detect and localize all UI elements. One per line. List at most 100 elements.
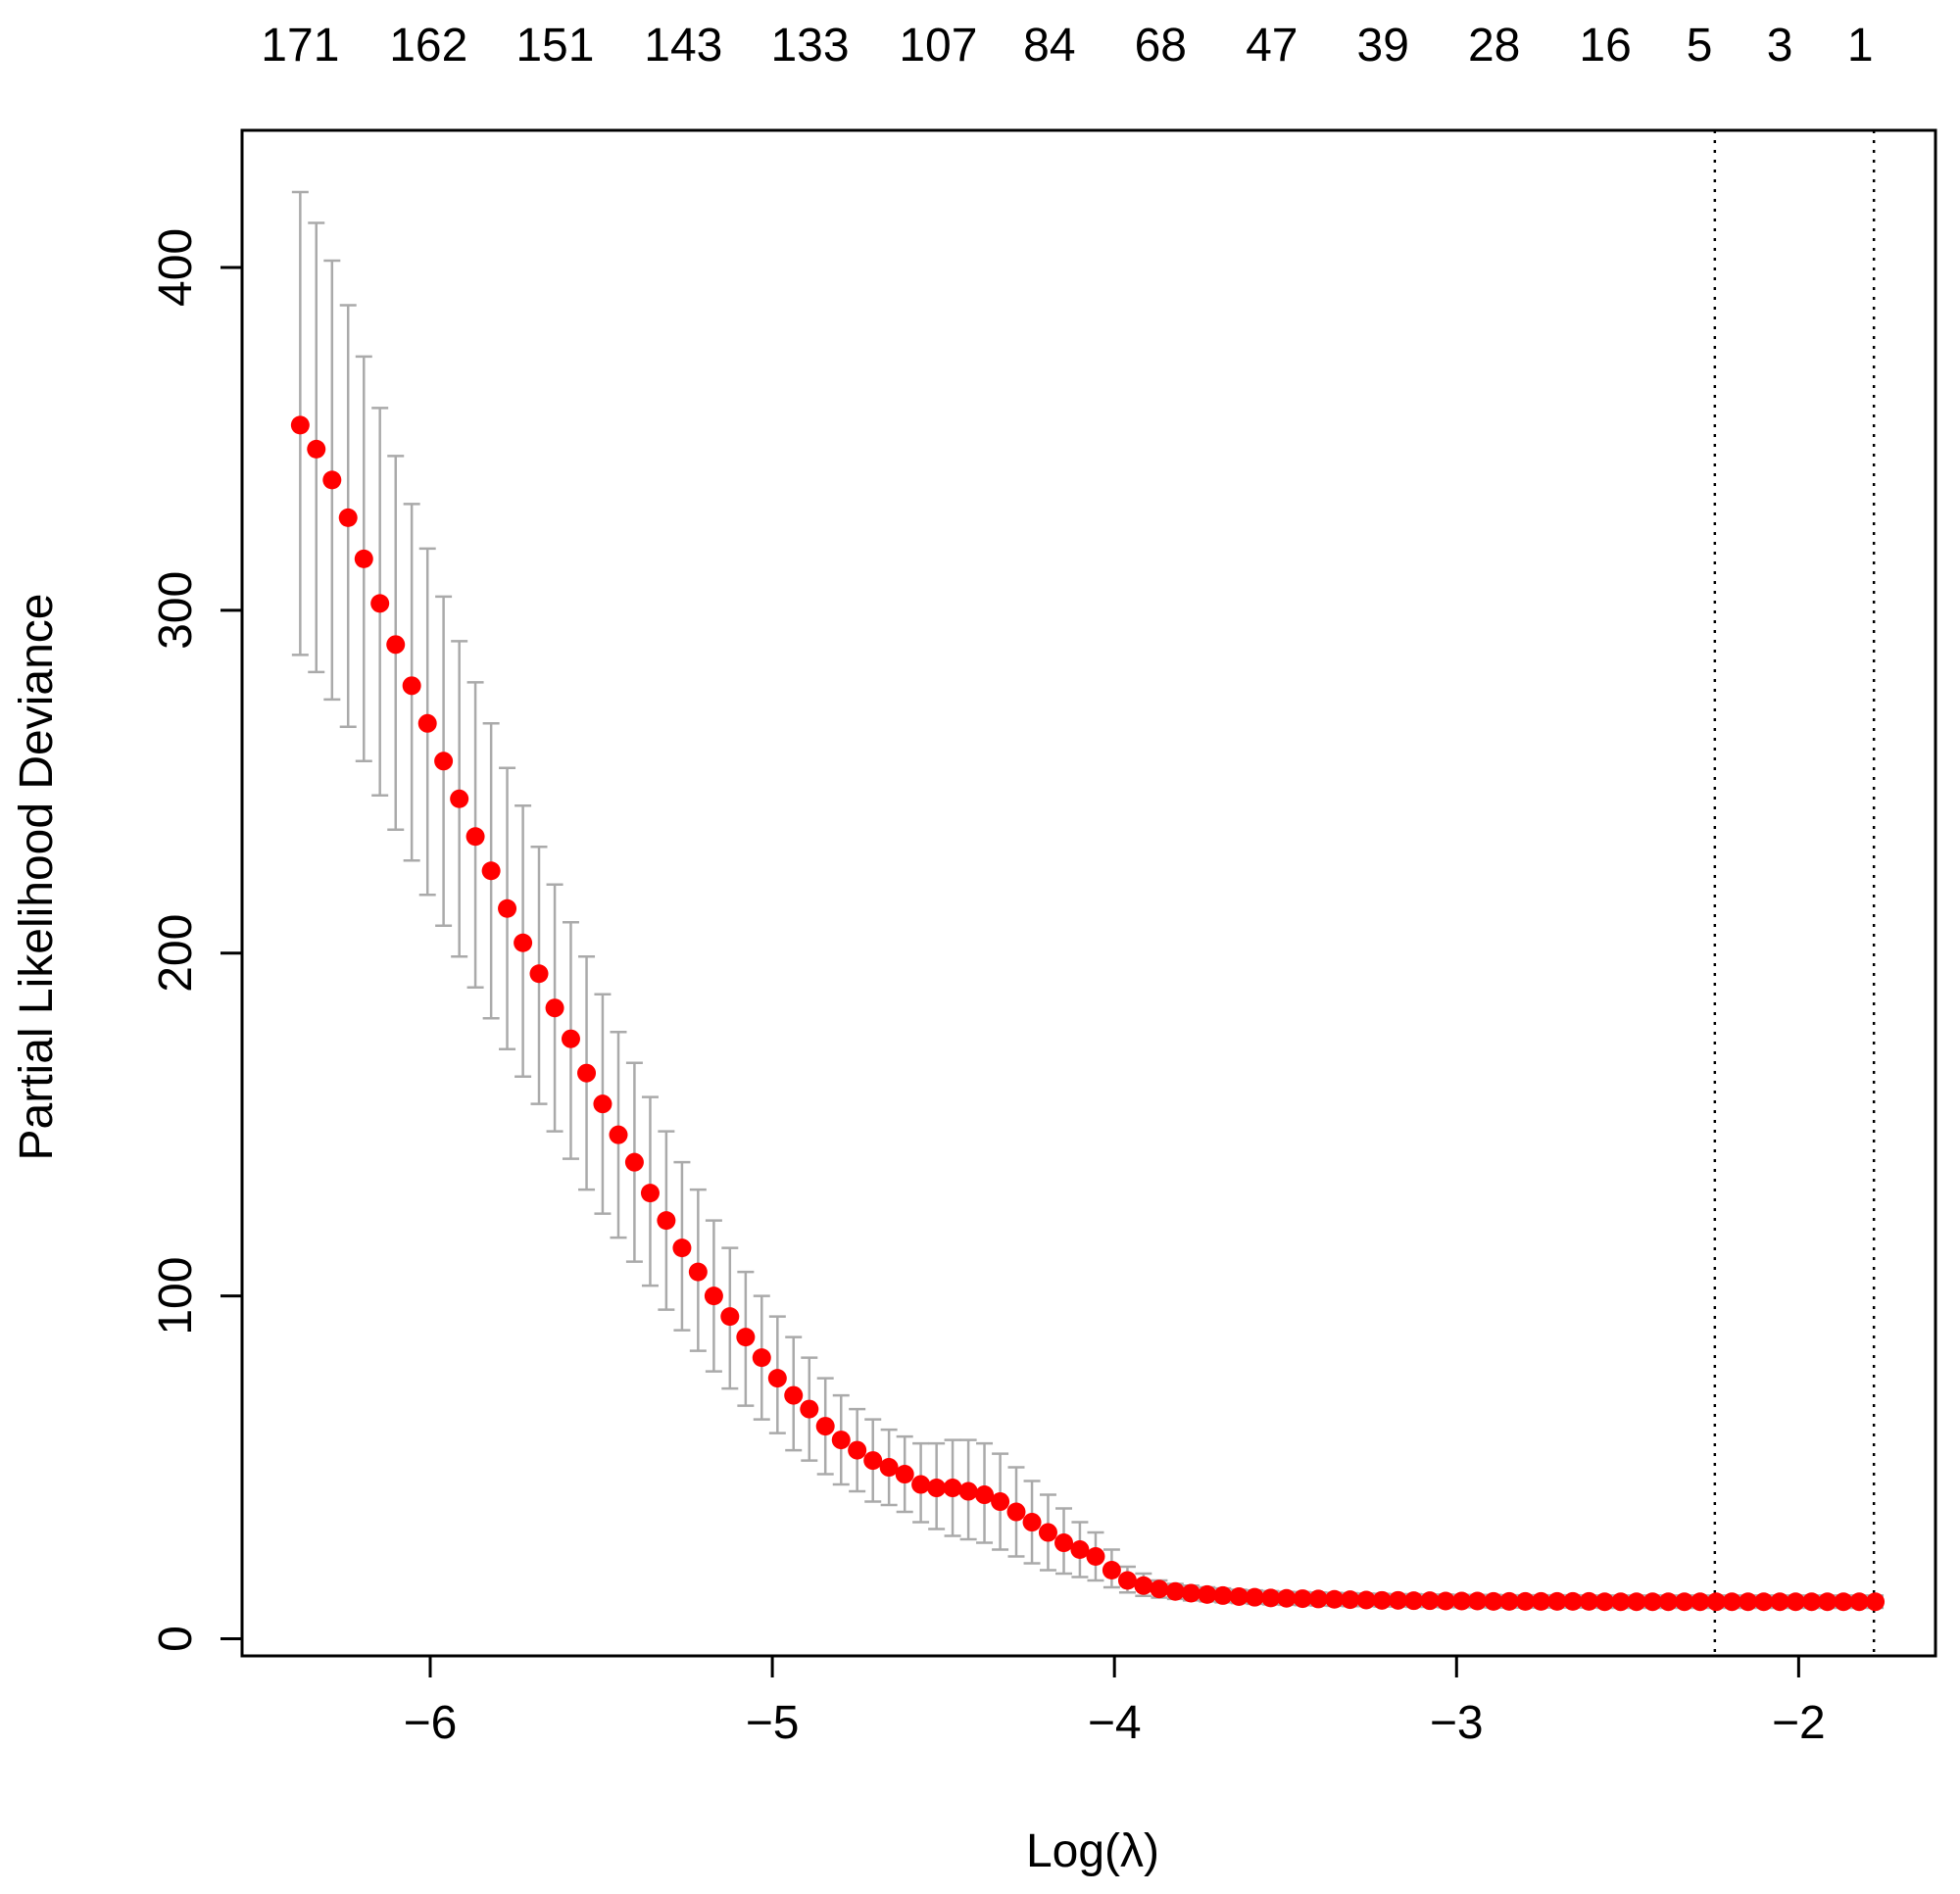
x-axis: −6 −5 −4 −3 −2 [404, 1654, 1826, 1749]
data-point [1086, 1547, 1105, 1567]
data-point [1356, 1590, 1376, 1610]
vlines-layer [1713, 130, 1876, 1656]
data-point [1706, 1592, 1726, 1612]
data-point [1627, 1592, 1646, 1612]
data-point [290, 415, 310, 435]
data-point [1739, 1592, 1758, 1612]
data-point [815, 1417, 835, 1436]
data-point [895, 1465, 914, 1484]
data-point [561, 1029, 580, 1048]
data-point [1325, 1589, 1345, 1609]
data-point [863, 1451, 883, 1471]
data-point [1134, 1576, 1153, 1595]
x-tick-label: −5 [746, 1697, 800, 1749]
data-point [1420, 1591, 1440, 1611]
data-point [640, 1184, 660, 1203]
top-count-label: 133 [770, 20, 849, 72]
data-point [1054, 1533, 1074, 1553]
data-point [354, 549, 373, 568]
data-point [752, 1348, 771, 1368]
data-point [498, 898, 517, 918]
data-point [1468, 1591, 1488, 1611]
data-point [1802, 1592, 1822, 1612]
data-point [1866, 1592, 1886, 1612]
top-count-label: 107 [899, 20, 977, 72]
data-point [1658, 1592, 1678, 1612]
x-tick-label: −2 [1772, 1697, 1826, 1749]
data-point [577, 1063, 597, 1083]
y-axis: 0 100 200 300 400 [150, 228, 244, 1652]
data-point [1117, 1571, 1137, 1590]
data-point [593, 1094, 612, 1114]
data-point [1341, 1590, 1360, 1610]
data-point [1642, 1592, 1662, 1612]
data-point [1499, 1591, 1519, 1611]
data-point [720, 1307, 740, 1327]
data-point [386, 635, 406, 655]
data-point [1308, 1589, 1328, 1609]
data-point [1261, 1588, 1281, 1608]
data-point [1198, 1584, 1217, 1604]
y-axis-title: Partial Likelihood Deviance [11, 594, 63, 1161]
plot-frame [240, 128, 1937, 1658]
data-point [1579, 1591, 1598, 1611]
errorbars-layer [291, 190, 1885, 1610]
data-point [657, 1211, 676, 1231]
data-point [831, 1431, 851, 1450]
data-point [1515, 1591, 1535, 1611]
data-point [1213, 1585, 1233, 1605]
data-point [1229, 1586, 1249, 1606]
data-point [767, 1369, 787, 1388]
data-point [1834, 1592, 1853, 1612]
data-point [624, 1152, 644, 1172]
data-point [800, 1399, 819, 1419]
top-count-label: 5 [1687, 20, 1713, 72]
y-tick-label: 300 [150, 571, 202, 650]
data-point [1611, 1592, 1631, 1612]
y-tick-label: 400 [150, 228, 202, 307]
data-point [943, 1479, 962, 1498]
data-point [466, 827, 485, 847]
data-point [1404, 1591, 1424, 1611]
data-point [958, 1481, 978, 1501]
data-point [1690, 1592, 1710, 1612]
data-point [402, 676, 421, 696]
data-point [1038, 1523, 1057, 1542]
data-point [1547, 1591, 1567, 1611]
x-tick-label: −4 [1088, 1697, 1142, 1749]
data-point [1770, 1592, 1789, 1612]
data-point [1563, 1591, 1583, 1611]
top-count-label: 28 [1468, 20, 1520, 72]
data-point [1754, 1592, 1774, 1612]
top-axis-labels: 171 162 151 143 133 107 84 68 47 39 28 16 5 3 1 [261, 20, 1873, 72]
data-point [417, 713, 437, 733]
data-point [927, 1479, 947, 1498]
data-point [1293, 1589, 1312, 1609]
data-point [609, 1125, 628, 1144]
data-point [1102, 1561, 1121, 1580]
data-point [1484, 1591, 1503, 1611]
data-point [1675, 1592, 1694, 1612]
data-point [1436, 1591, 1455, 1611]
data-point [1165, 1581, 1185, 1601]
data-point [338, 508, 358, 527]
data-point [704, 1287, 723, 1306]
y-tick-label: 100 [150, 1257, 202, 1336]
data-point [1531, 1591, 1550, 1611]
data-point [1594, 1592, 1614, 1612]
x-tick-label: −6 [404, 1697, 458, 1749]
data-point [1006, 1502, 1026, 1522]
data-point [975, 1485, 995, 1505]
y-tick-label: 0 [150, 1626, 202, 1652]
data-point [545, 998, 564, 1018]
top-count-label: 171 [261, 20, 339, 72]
y-tick-label: 200 [150, 914, 202, 993]
top-count-label: 68 [1135, 20, 1187, 72]
data-point [1372, 1590, 1392, 1610]
data-point [307, 439, 326, 459]
data-point [1245, 1587, 1264, 1607]
data-point [688, 1262, 708, 1282]
data-point [672, 1238, 692, 1258]
